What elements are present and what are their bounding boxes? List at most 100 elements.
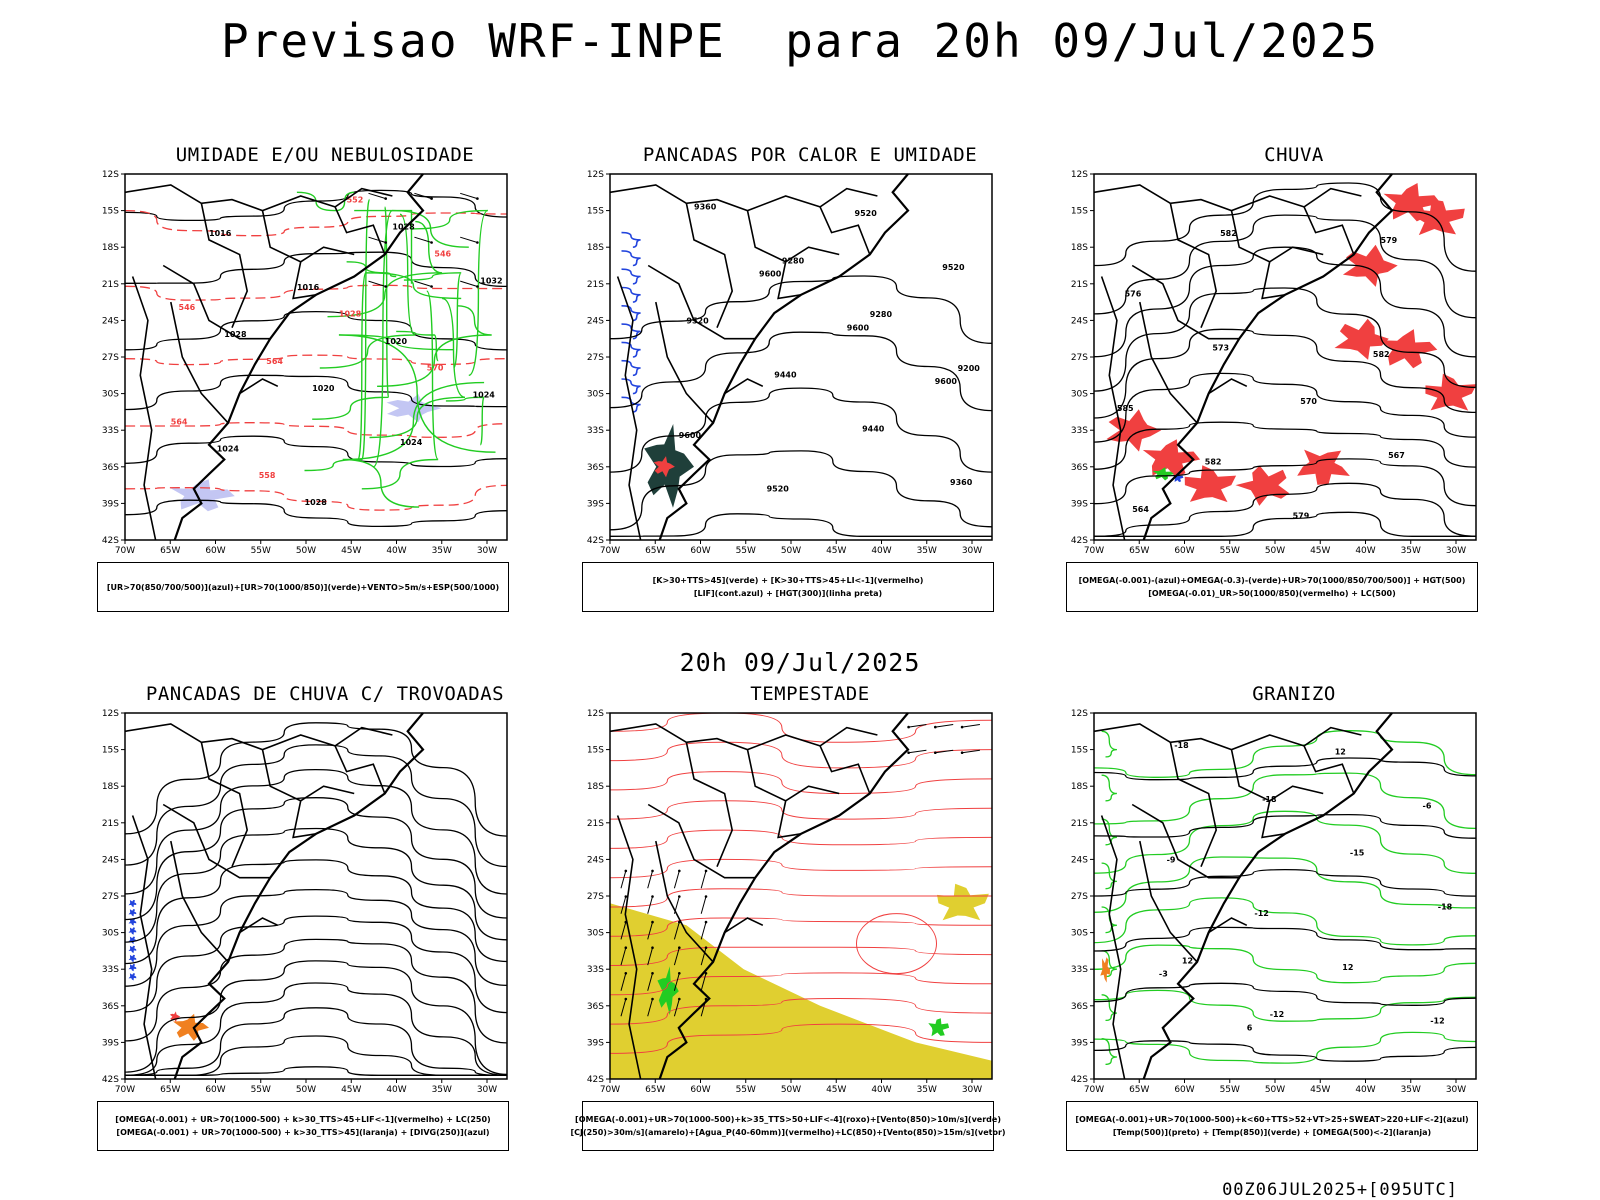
contour-label: -15 [1350, 849, 1365, 858]
country-border [1131, 264, 1240, 340]
wind-area-green [657, 966, 679, 1015]
divergence-area-blue [128, 954, 137, 963]
legend-line-2: [OMEGA(-0.01)_UR>50(1000/850)(vermelho) … [1148, 589, 1396, 598]
lon-tick-label: 60W [690, 546, 710, 556]
wind-vector [962, 749, 980, 754]
lon-tick-label: 40W [1355, 1085, 1375, 1095]
wind-arrowhead [624, 869, 628, 873]
humidity-area-blue [386, 394, 442, 423]
contour-line [125, 1066, 507, 1076]
wind-vector [368, 280, 386, 287]
lif-contour-blue [621, 268, 641, 285]
lat-tick-label: 36S [587, 1002, 604, 1012]
streamline-red [609, 972, 993, 996]
jet-area-yellow [937, 883, 989, 921]
lon-tick-label: 45W [341, 546, 361, 556]
contour-label: 1016 [209, 229, 232, 238]
contour-line [124, 422, 508, 438]
divergence-area-blue [128, 899, 137, 908]
contour-label: 576 [1125, 290, 1142, 299]
legend-line-1: [OMEGA(-0.001) + UR>70(1000-500) + k>30_… [115, 1115, 491, 1124]
country-border [292, 261, 317, 300]
wind-vector [414, 280, 432, 287]
humidity-contour-green [445, 396, 485, 446]
wind-vector [673, 973, 680, 991]
lon-tick-label: 55W [1220, 546, 1240, 556]
lon-tick-label: 65W [160, 1085, 180, 1095]
contour-line [1093, 328, 1477, 419]
lat-tick-label: 18S [1071, 243, 1088, 253]
coastline [1142, 173, 1394, 541]
contour-line [124, 960, 508, 1076]
country-border [647, 264, 756, 340]
country-border [1303, 745, 1355, 794]
contour-line [1093, 182, 1477, 272]
lat-tick-label: 15S [1071, 746, 1088, 756]
contour-label: 1028 [392, 223, 415, 232]
contour-label: 9360 [950, 478, 973, 487]
panel-legend: [OMEGA(-0.001)+UR>70(1000-500)+k>35_TTS>… [570, 1101, 1006, 1151]
lon-tick-label: 60W [205, 546, 225, 556]
wind-vector [620, 896, 627, 914]
lon-tick-label: 45W [1310, 546, 1330, 556]
country-border [1230, 749, 1324, 802]
wind-vector [620, 921, 627, 940]
contour-label: 9600 [679, 431, 702, 440]
lat-tick-label: 30S [1071, 390, 1088, 400]
wind-vector [673, 921, 680, 940]
contour-label: 12 [1342, 963, 1353, 972]
contour-line [1093, 868, 1477, 897]
lon-tick-label: 30W [477, 546, 497, 556]
wind-vector [647, 998, 653, 1017]
country-border [334, 206, 386, 255]
lat-tick-label: 21S [1071, 819, 1088, 829]
lat-tick-label: 27S [102, 892, 119, 902]
lat-tick-label: 15S [1071, 207, 1088, 217]
wind-vector [620, 947, 627, 966]
wind-arrowhead [678, 972, 681, 975]
streamline-red [609, 858, 993, 879]
contour-line [1093, 757, 1477, 781]
contour-line [124, 827, 508, 943]
lat-tick-label: 12S [1071, 170, 1088, 180]
lat-tick-label: 39S [102, 1038, 119, 1048]
lon-tick-label: 55W [736, 1085, 756, 1095]
panel-legend: [OMEGA(-0.001)+UR>70(1000-500)+k<60+TTS>… [1066, 1101, 1478, 1151]
wind-arrowhead [704, 946, 708, 949]
lon-tick-label: 45W [826, 546, 846, 556]
contour-label: -18 [1174, 741, 1189, 750]
lat-tick-label: 30S [102, 929, 119, 939]
country-border [1169, 742, 1218, 868]
wind-vector [647, 973, 653, 991]
rain-area-red [1106, 409, 1162, 452]
lon-tick-label: 35W [1401, 1085, 1421, 1095]
lon-tick-label: 60W [205, 1085, 225, 1095]
country-border [609, 723, 878, 751]
country-border [616, 276, 642, 541]
lon-tick-label: 50W [296, 1085, 316, 1095]
panel-legend: [OMEGA(-0.001) + UR>70(1000-500) + k>30_… [97, 1101, 509, 1151]
lon-tick-label: 70W [1084, 546, 1104, 556]
contour-line [124, 284, 508, 301]
lat-tick-label: 15S [102, 746, 119, 756]
lon-tick-label: 65W [160, 546, 180, 556]
contour-line [1093, 458, 1477, 507]
rain-area-green [1152, 467, 1175, 481]
coastline [173, 712, 425, 1080]
run-info-label: 00Z06JUL2025+[095UTC] [1222, 1180, 1458, 1200]
lat-tick-label: 24S [102, 316, 119, 326]
panel-legend: [OMEGA(-0.001)-(azul)+OMEGA(-0.3)-(verde… [1066, 562, 1478, 612]
humidity-contour-green [354, 209, 413, 284]
streamline-red [609, 917, 993, 937]
lon-tick-label: 65W [645, 546, 665, 556]
lon-tick-label: 40W [871, 546, 891, 556]
humidity-contour-green [338, 334, 496, 453]
contour-line [124, 938, 508, 1044]
lat-tick-label: 33S [587, 426, 604, 436]
wind-vector [647, 896, 653, 914]
page-title: Previsao WRF-INPE para 20h 09/Jul/2025 [220, 14, 1380, 68]
wind-vector [962, 724, 980, 728]
country-border [1169, 203, 1218, 329]
wind-arrowhead [384, 197, 388, 200]
contour-line [124, 722, 508, 837]
